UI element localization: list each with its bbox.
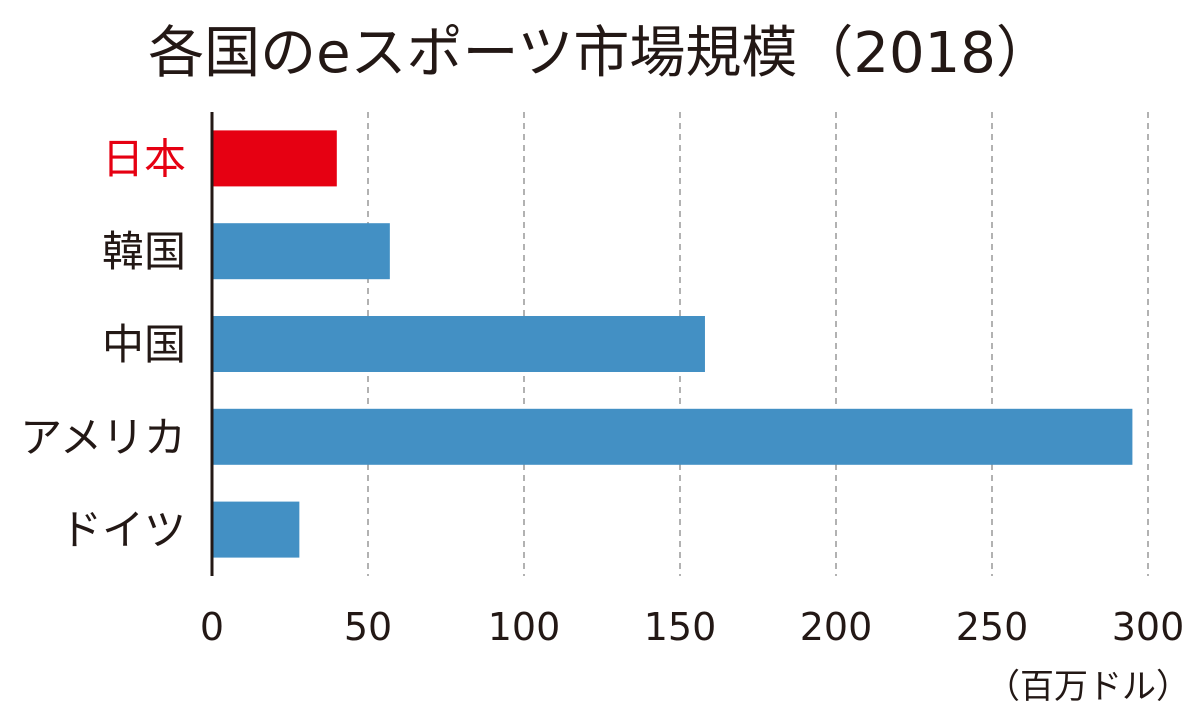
category-label: 中国 bbox=[102, 320, 186, 369]
x-tick-label: 100 bbox=[488, 605, 561, 649]
bar-2 bbox=[212, 223, 390, 280]
x-tick-label: 300 bbox=[1112, 605, 1185, 649]
category-label: アメリカ bbox=[20, 413, 186, 462]
bar-3 bbox=[212, 316, 705, 372]
bars bbox=[212, 130, 1133, 558]
category-label: 韓国 bbox=[102, 227, 186, 276]
x-tick-label: 0 bbox=[200, 605, 224, 649]
bar-1 bbox=[212, 130, 337, 187]
unit-label: （百万ドル） bbox=[986, 667, 1190, 707]
chart-title: 各国のeスポーツ市場規模（2018） bbox=[148, 21, 1052, 86]
x-tick-labels: 0 50 100 150 200 250 300 bbox=[200, 605, 1184, 649]
x-tick-label: 200 bbox=[800, 605, 873, 649]
category-label: 日本 bbox=[102, 134, 186, 183]
x-tick-label: 50 bbox=[344, 605, 392, 649]
bar-5 bbox=[212, 501, 300, 558]
bar-4 bbox=[212, 408, 1133, 465]
x-tick-label: 250 bbox=[956, 605, 1029, 649]
category-label: ドイツ bbox=[60, 506, 186, 555]
x-tick-label: 150 bbox=[644, 605, 717, 649]
